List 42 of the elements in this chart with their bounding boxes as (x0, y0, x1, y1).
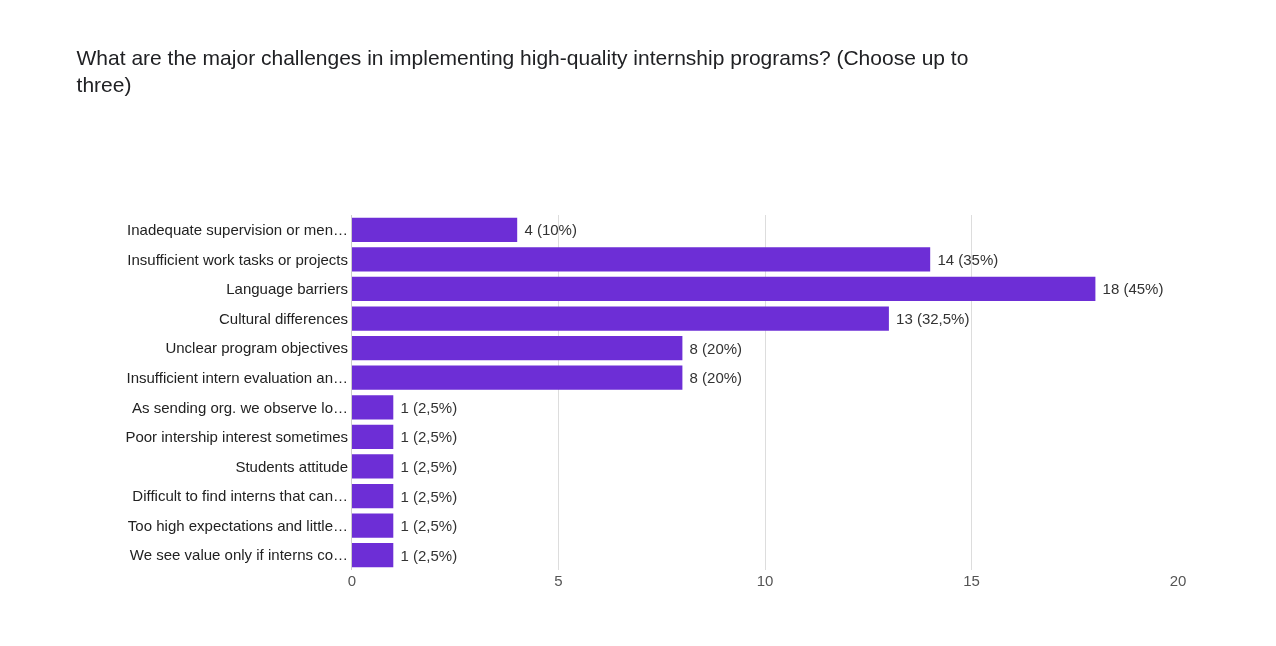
data-label: 1 (2,5%) (396, 428, 458, 446)
data-label: 8 (20%) (685, 339, 743, 357)
chart-title: What are the major challenges in implementing high-quality internship programs? (Choose up to three) (76, 45, 969, 96)
bar (352, 306, 889, 331)
x-tick-label: 10 (756, 572, 774, 589)
y-tick-label: Inadequate supervision or men… (127, 221, 348, 239)
bar (352, 483, 394, 509)
y-tick-label: Poor intership interest sometimes (125, 428, 348, 446)
y-tick-label: Insufficient work tasks or projects (127, 250, 348, 268)
bar (352, 276, 1096, 302)
y-tick-label: Cultural differences (219, 309, 348, 327)
data-label: 1 (2,5%) (396, 457, 458, 475)
data-label: 14 (35%) (933, 250, 999, 268)
data-label: 1 (2,5%) (396, 487, 458, 505)
bar (352, 336, 683, 361)
x-tick-label: 0 (347, 572, 357, 589)
y-tick-label: As sending org. we observe lo… (132, 398, 348, 416)
y-tick-label: Unclear program objectives (165, 339, 348, 357)
data-label: 1 (2,5%) (396, 398, 458, 416)
data-label: 1 (2,5%) (396, 546, 458, 564)
data-label: 1 (2,5%) (396, 517, 458, 535)
y-tick-label: Language barriers (226, 280, 348, 298)
data-label: 8 (20%) (685, 369, 743, 387)
y-tick-label: Insufficient intern evaluation an… (126, 368, 348, 386)
bar (352, 424, 394, 449)
bar (352, 454, 394, 479)
y-tick-label: Difficult to find interns that can… (132, 487, 348, 505)
x-tick-label: 20 (1169, 572, 1187, 589)
bar (352, 513, 394, 538)
y-tick-label: Students attitude (235, 457, 348, 475)
y-tick-label: Too high expectations and little… (127, 516, 348, 534)
y-tick-label: We see value only if interns co… (129, 546, 348, 564)
data-label: 4 (10%) (520, 221, 577, 239)
bar (352, 247, 931, 272)
data-label: 13 (32,5%) (891, 310, 970, 328)
x-tick-label: 5 (554, 572, 563, 589)
bar (352, 395, 394, 420)
bar (352, 543, 394, 568)
data-label: 18 (45%) (1098, 280, 1164, 298)
x-tick-label: 15 (963, 572, 980, 589)
bar (352, 365, 683, 390)
bar (352, 217, 518, 242)
